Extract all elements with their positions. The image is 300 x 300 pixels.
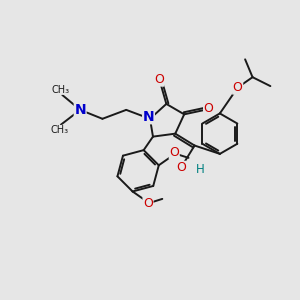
Text: CH₃: CH₃ xyxy=(50,125,68,135)
Text: O: O xyxy=(204,102,214,115)
Text: O: O xyxy=(233,81,243,94)
Text: N: N xyxy=(74,103,86,117)
Text: H: H xyxy=(196,163,205,176)
Text: O: O xyxy=(143,197,153,210)
Text: O: O xyxy=(154,73,164,86)
Text: O: O xyxy=(169,146,179,159)
Text: O: O xyxy=(176,161,186,174)
Text: CH₃: CH₃ xyxy=(52,85,70,95)
Text: N: N xyxy=(143,110,154,124)
